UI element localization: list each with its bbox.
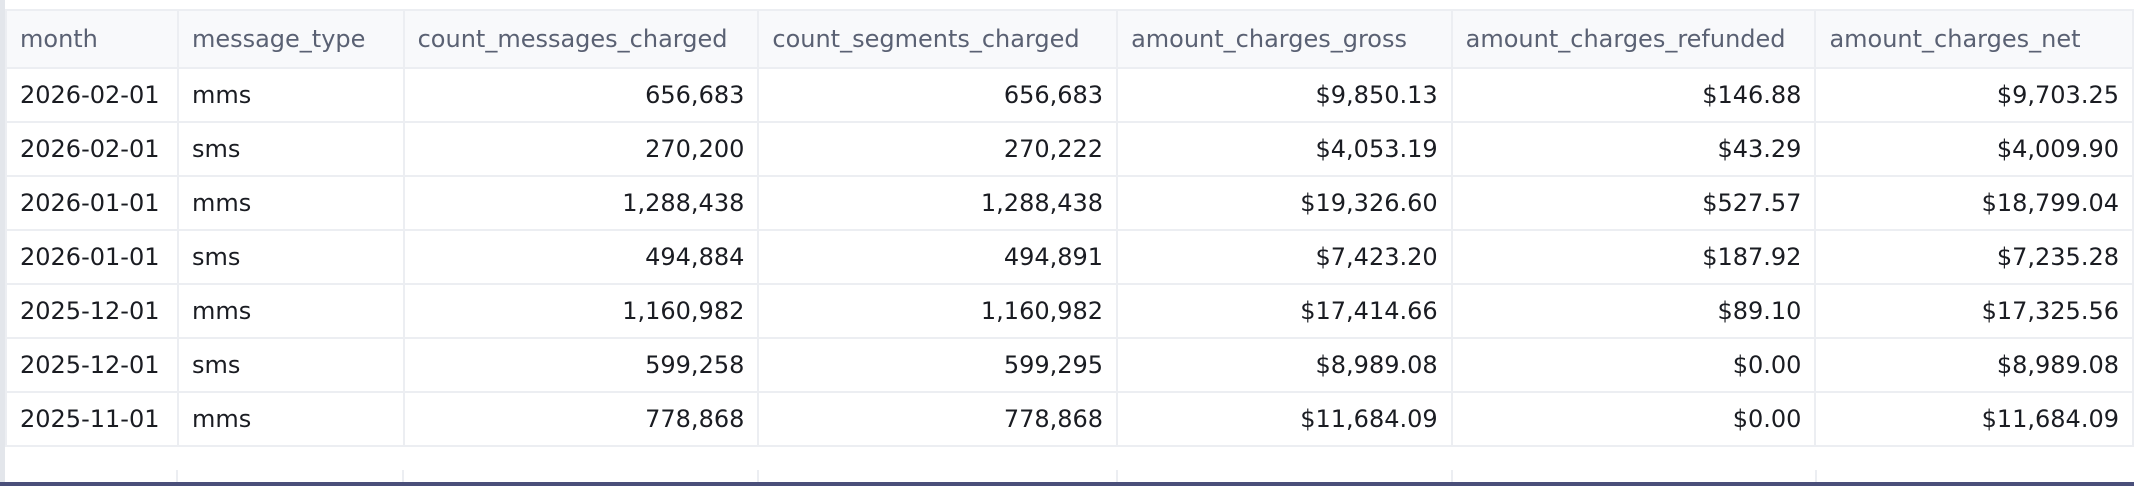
- cell-amount-charges-net[interactable]: $7,235.28: [1814, 229, 2134, 285]
- column-separator: [402, 470, 404, 482]
- cell-amount-charges-refunded[interactable]: $0.00: [1450, 391, 1817, 447]
- cell-amount-charges-gross[interactable]: $7,423.20: [1116, 229, 1453, 285]
- cell-amount-charges-refunded[interactable]: $43.29: [1450, 121, 1817, 177]
- column-header-amount-charges-gross[interactable]: amount_charges_gross: [1116, 9, 1453, 69]
- cell-amount-charges-gross[interactable]: $9,850.13: [1116, 67, 1453, 123]
- cell-amount-charges-refunded[interactable]: $0.00: [1450, 337, 1817, 393]
- cell-amount-charges-net[interactable]: $17,325.56: [1814, 283, 2134, 339]
- cell-count-segments-charged[interactable]: 599,295: [757, 337, 1119, 393]
- cell-amount-charges-gross[interactable]: $4,053.19: [1116, 121, 1453, 177]
- results-table: month message_type count_messages_charged c…: [5, 9, 2134, 447]
- cell-amount-charges-gross[interactable]: $11,684.09: [1116, 391, 1453, 447]
- column-separator: [757, 470, 759, 482]
- cell-count-messages-charged[interactable]: 599,258: [402, 337, 760, 393]
- table-row[interactable]: 2025-11-01 mms 778,868 778,868 $11,684.09 $0.…: [5, 391, 2134, 447]
- cell-month[interactable]: 2025-11-01: [5, 391, 179, 447]
- cell-count-segments-charged[interactable]: 1,160,982: [757, 283, 1119, 339]
- cell-amount-charges-refunded[interactable]: $89.10: [1450, 283, 1817, 339]
- cell-count-messages-charged[interactable]: 1,288,438: [402, 175, 760, 231]
- cell-message-type[interactable]: mms: [176, 175, 405, 231]
- cell-count-segments-charged[interactable]: 778,868: [757, 391, 1119, 447]
- cell-amount-charges-gross[interactable]: $17,414.66: [1116, 283, 1453, 339]
- cell-count-messages-charged[interactable]: 270,200: [402, 121, 760, 177]
- cell-amount-charges-net[interactable]: $11,684.09: [1814, 391, 2134, 447]
- column-separator: [1451, 470, 1453, 482]
- table-row[interactable]: 2026-02-01 mms 656,683 656,683 $9,850.13 $146…: [5, 67, 2134, 123]
- cell-amount-charges-net[interactable]: $9,703.25: [1814, 67, 2134, 123]
- column-header-amount-charges-refunded[interactable]: amount_charges_refunded: [1450, 9, 1817, 69]
- cell-message-type[interactable]: sms: [176, 121, 405, 177]
- cell-count-segments-charged[interactable]: 270,222: [757, 121, 1119, 177]
- cell-count-segments-charged[interactable]: 494,891: [757, 229, 1119, 285]
- cell-amount-charges-net[interactable]: $4,009.90: [1814, 121, 2134, 177]
- cell-count-messages-charged[interactable]: 1,160,982: [402, 283, 760, 339]
- cell-month[interactable]: 2026-02-01: [5, 121, 179, 177]
- column-header-amount-charges-net[interactable]: amount_charges_net: [1814, 9, 2134, 69]
- table-body: 2026-02-01 mms 656,683 656,683 $9,850.13 $146…: [5, 67, 2134, 447]
- next-row-partial: [5, 470, 2134, 482]
- column-header-count-segments-charged[interactable]: count_segments_charged: [757, 9, 1119, 69]
- bottom-border: [0, 482, 2134, 486]
- column-separator: [1116, 470, 1118, 482]
- column-header-count-messages-charged[interactable]: count_messages_charged: [402, 9, 760, 69]
- cell-count-messages-charged[interactable]: 494,884: [402, 229, 760, 285]
- cell-count-segments-charged[interactable]: 656,683: [757, 67, 1119, 123]
- cell-month[interactable]: 2026-01-01: [5, 175, 179, 231]
- cell-message-type[interactable]: mms: [176, 67, 405, 123]
- cell-amount-charges-net[interactable]: $8,989.08: [1814, 337, 2134, 393]
- left-gutter: [0, 0, 5, 482]
- table-row[interactable]: 2026-02-01 sms 270,200 270,222 $4,053.19 $43.…: [5, 121, 2134, 177]
- cell-message-type[interactable]: sms: [176, 337, 405, 393]
- cell-amount-charges-refunded[interactable]: $527.57: [1450, 175, 1817, 231]
- table-row[interactable]: 2025-12-01 sms 599,258 599,295 $8,989.08 $0.0…: [5, 337, 2134, 393]
- column-header-month[interactable]: month: [5, 9, 179, 69]
- table-row[interactable]: 2026-01-01 mms 1,288,438 1,288,438 $19,326.6…: [5, 175, 2134, 231]
- table-row[interactable]: 2025-12-01 mms 1,160,982 1,160,982 $17,414.6…: [5, 283, 2134, 339]
- cell-count-messages-charged[interactable]: 778,868: [402, 391, 760, 447]
- column-separator: [176, 470, 178, 482]
- cell-amount-charges-gross[interactable]: $19,326.60: [1116, 175, 1453, 231]
- cell-message-type[interactable]: sms: [176, 229, 405, 285]
- cell-amount-charges-net[interactable]: $18,799.04: [1814, 175, 2134, 231]
- cell-amount-charges-refunded[interactable]: $146.88: [1450, 67, 1817, 123]
- cell-month[interactable]: 2025-12-01: [5, 283, 179, 339]
- cell-amount-charges-gross[interactable]: $8,989.08: [1116, 337, 1453, 393]
- cell-message-type[interactable]: mms: [176, 391, 405, 447]
- column-separator: [1815, 470, 1817, 482]
- column-header-message-type[interactable]: message_type: [176, 9, 405, 69]
- cell-message-type[interactable]: mms: [176, 283, 405, 339]
- table-header-row: month message_type count_messages_charged c…: [5, 9, 2134, 69]
- cell-count-segments-charged[interactable]: 1,288,438: [757, 175, 1119, 231]
- cell-amount-charges-refunded[interactable]: $187.92: [1450, 229, 1817, 285]
- cell-month[interactable]: 2026-02-01: [5, 67, 179, 123]
- cell-month[interactable]: 2026-01-01: [5, 229, 179, 285]
- cell-month[interactable]: 2025-12-01: [5, 337, 179, 393]
- cell-count-messages-charged[interactable]: 656,683: [402, 67, 760, 123]
- table-row[interactable]: 2026-01-01 sms 494,884 494,891 $7,423.20 $187…: [5, 229, 2134, 285]
